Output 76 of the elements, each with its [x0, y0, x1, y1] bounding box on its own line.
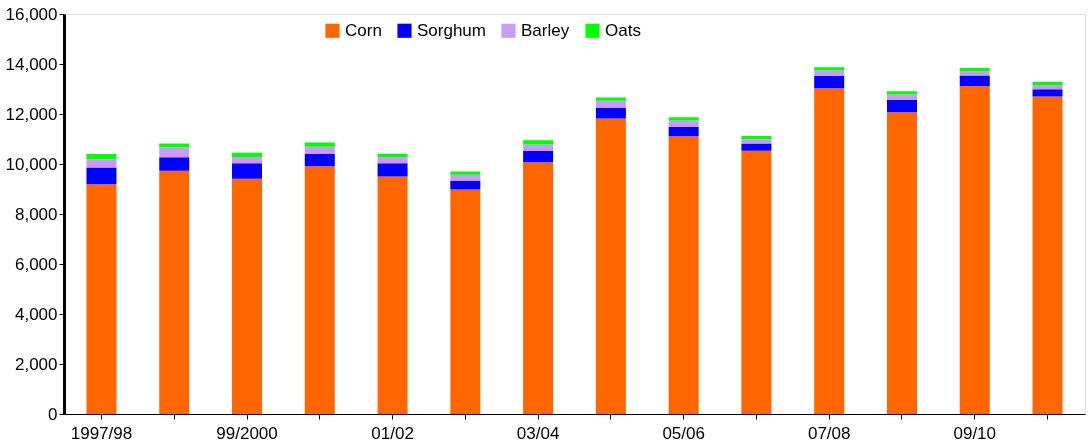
y-tick-label: 10,000 [5, 154, 58, 174]
bar [668, 126, 699, 137]
bar [595, 108, 626, 119]
bar [814, 67, 845, 71]
bar [595, 118, 626, 414]
y-tick-label: 4,000 [14, 304, 58, 324]
bar [304, 154, 335, 167]
bar [959, 86, 990, 414]
bar [304, 166, 335, 414]
bar [741, 150, 772, 414]
bar [450, 189, 481, 414]
bar [86, 184, 117, 414]
bar [304, 146, 335, 154]
bar [886, 94, 917, 100]
x-tick-label: 03/04 [516, 423, 560, 443]
bar [959, 68, 990, 72]
bar [159, 147, 190, 158]
bar [523, 144, 554, 151]
bar [741, 136, 772, 140]
bar [377, 153, 408, 157]
legend-label: Corn [345, 20, 382, 40]
bar [595, 100, 626, 108]
x-tick-label: 1997/98 [70, 423, 133, 443]
bar [377, 157, 408, 164]
bar [1032, 89, 1063, 97]
x-tick-label: 01/02 [371, 423, 414, 443]
bar [959, 71, 990, 76]
bar [1032, 85, 1063, 90]
y-tick-label: 6,000 [14, 254, 58, 274]
bar [814, 88, 845, 414]
bar [959, 75, 990, 86]
bar [886, 112, 917, 414]
bar [232, 157, 263, 164]
bar [159, 157, 190, 171]
bar [1032, 96, 1063, 414]
y-tick-label: 12,000 [5, 104, 58, 124]
y-tick-label: 2,000 [14, 354, 58, 374]
x-tick-label: 09/10 [953, 423, 997, 443]
bar [304, 142, 335, 147]
bar [1032, 81, 1063, 85]
bar [450, 174, 481, 181]
legend-label: Barley [521, 20, 570, 40]
bar [232, 163, 263, 179]
bar [668, 136, 699, 414]
bar [886, 99, 917, 113]
bar [86, 159, 117, 168]
bar [86, 167, 117, 185]
bar [741, 143, 772, 151]
y-tick-label: 14,000 [5, 54, 58, 74]
bar [86, 154, 117, 160]
legend-label: Oats [605, 20, 641, 40]
bar [668, 117, 699, 121]
y-tick-label: 0 [48, 404, 58, 424]
bar [232, 152, 263, 157]
bar [814, 70, 845, 76]
bar [523, 162, 554, 414]
bar [159, 170, 190, 414]
bar [814, 75, 845, 89]
bar [159, 143, 190, 148]
bar [595, 97, 626, 101]
bar [377, 176, 408, 414]
bar [523, 150, 554, 163]
bar [232, 178, 263, 414]
x-tick-label: 07/08 [807, 423, 851, 443]
bar [523, 140, 554, 145]
bar [377, 163, 408, 177]
bar [886, 91, 917, 95]
bar [450, 181, 481, 190]
legend-label: Sorghum [417, 20, 486, 40]
x-tick-label: 05/06 [662, 423, 705, 443]
bar [450, 171, 481, 175]
bar [741, 139, 772, 144]
x-tick-label: 99/2000 [216, 423, 278, 443]
y-tick-label: 16,000 [5, 4, 58, 24]
y-tick-label: 8,000 [14, 204, 58, 224]
bar [668, 120, 699, 127]
